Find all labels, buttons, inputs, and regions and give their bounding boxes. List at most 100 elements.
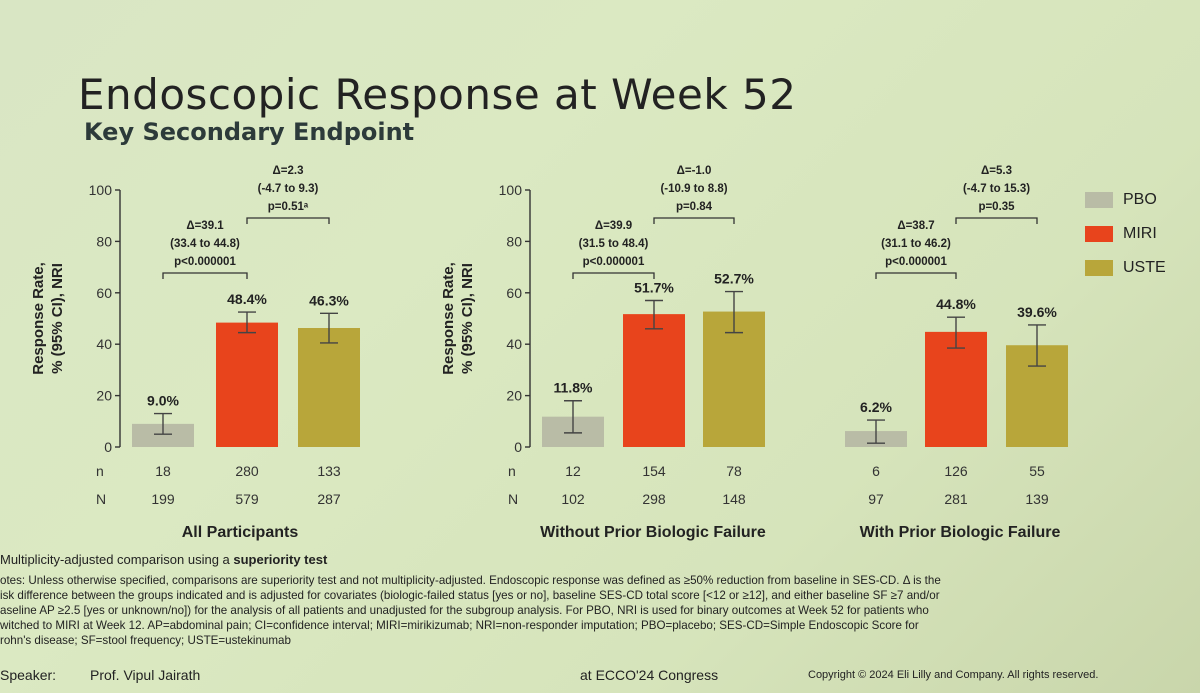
n-value: 280 (235, 463, 259, 479)
comparison-label: (-10.9 to 8.8) (660, 183, 727, 195)
N-value: 97 (868, 491, 884, 507)
bar-uste (703, 311, 765, 447)
comparison-label: (31.1 to 46.2) (881, 238, 951, 250)
comparison-label: Δ=39.9 (595, 220, 632, 232)
comparison-label: (-4.7 to 15.3) (963, 183, 1030, 195)
comparison-label: p=0.84 (676, 201, 713, 213)
n-row-label: n (508, 463, 516, 479)
n-value: 18 (155, 463, 171, 479)
legend-label-uste: USTE (1123, 259, 1166, 276)
data-label: 6.2% (860, 399, 892, 415)
N-row-label: N (96, 491, 106, 507)
N-value: 199 (151, 491, 175, 507)
data-label: 48.4% (227, 291, 267, 307)
chart-title: Without Prior Biologic Failure (540, 524, 766, 541)
comparison-bracket (572, 272, 655, 279)
y-tick-label: 100 (89, 182, 113, 198)
N-row-label: N (508, 491, 518, 507)
footnote-multiplicity-text: Multiplicity-adjusted comparison using a (0, 552, 234, 567)
footnote-line-5: rohn's disease; SF=stool frequency; USTE… (0, 634, 291, 647)
footnote-superiority-test: superiority test (233, 552, 328, 567)
data-label: 39.6% (1017, 304, 1057, 320)
n-value: 12 (565, 463, 581, 479)
y-tick-label: 0 (104, 439, 112, 455)
comparison-label: (-4.7 to 9.3) (258, 183, 319, 195)
data-label: 11.8% (554, 380, 593, 396)
chart-title: With Prior Biologic Failure (860, 524, 1061, 541)
n-value: 126 (944, 463, 968, 479)
slide-footer: Speaker: Prof. Vipul Jairath at ECCO'24 … (0, 663, 1200, 687)
legend-swatch-miri (1085, 226, 1113, 242)
y-tick-label: 80 (96, 233, 112, 249)
legend-label-pbo: PBO (1123, 191, 1157, 208)
comparison-label: Δ=2.3 (273, 165, 304, 177)
footnote-multiplicity: Multiplicity-adjusted comparison using a… (0, 552, 1190, 567)
comparison-bracket (955, 217, 1038, 224)
footnote-line-2: isk difference between the groups indica… (0, 589, 940, 602)
speaker-label: Speaker: (0, 667, 57, 683)
n-value: 133 (317, 463, 341, 479)
y-tick-label: 40 (96, 336, 112, 352)
y-axis-title: Response Rate,% (95% CI), NRI (440, 262, 476, 375)
data-label: 52.7% (714, 271, 754, 287)
n-row-label: n (96, 463, 104, 479)
comparison-bracket (162, 272, 248, 279)
comparison-label: p=0.51ᵃ (268, 201, 309, 213)
legend-item-pbo: PBO (1085, 185, 1195, 215)
N-value: 102 (561, 491, 585, 507)
y-tick-label: 80 (506, 233, 522, 249)
bar-miri (623, 314, 685, 447)
y-tick-label: 100 (499, 182, 523, 198)
bar-miri (925, 331, 987, 447)
N-value: 287 (317, 491, 341, 507)
y-axis-title: Response Rate,% (95% CI), NRI (30, 262, 66, 375)
comparison-label: Δ=39.1 (186, 220, 224, 232)
comparison-label: (31.5 to 48.4) (579, 238, 649, 250)
legend-swatch-pbo (1085, 192, 1113, 208)
n-value: 6 (872, 463, 880, 479)
n-value: 154 (642, 463, 666, 479)
n-value: 55 (1029, 463, 1045, 479)
footnote-line-4: witched to MIRI at Week 12. AP=abdominal… (0, 619, 919, 632)
legend-swatch-uste (1085, 260, 1113, 276)
data-label: 51.7% (634, 280, 674, 296)
n-value: 78 (726, 463, 742, 479)
N-value: 579 (235, 491, 259, 507)
y-tick-label: 20 (96, 388, 112, 404)
comparison-label: p<0.000001 (885, 256, 947, 268)
comparison-bracket (653, 217, 735, 224)
comparison-bracket (246, 217, 330, 224)
chart-legend: PBO MIRI USTE (1085, 185, 1195, 287)
chart-title: All Participants (182, 524, 299, 541)
y-tick-label: 20 (506, 388, 522, 404)
y-tick-label: 60 (96, 285, 112, 301)
N-value: 139 (1025, 491, 1049, 507)
footnote-line-1: otes: Unless otherwise specified, compar… (0, 574, 941, 587)
legend-item-uste: USTE (1085, 253, 1195, 283)
comparison-label: p<0.000001 (583, 256, 645, 268)
speaker-name: Prof. Vipul Jairath (90, 667, 201, 683)
y-tick-label: 60 (506, 285, 522, 301)
data-label: 44.8% (936, 296, 976, 312)
bar-miri (216, 322, 278, 447)
slide-subtitle: Key Secondary Endpoint (84, 118, 415, 146)
bar-uste (298, 328, 360, 447)
legend-label-miri: MIRI (1123, 225, 1157, 242)
comparison-label: Δ=38.7 (897, 220, 934, 232)
footnote-line-3: aseline AP ≥2.5 [yes or unknown/no]) for… (0, 604, 929, 617)
data-label: 46.3% (309, 292, 349, 308)
slide-title: Endoscopic Response at Week 52 (78, 70, 797, 119)
comparison-label: p<0.000001 (174, 256, 236, 268)
congress-label: at ECCO'24 Congress (580, 667, 719, 683)
y-tick-label: 40 (506, 336, 522, 352)
comparison-label: Δ=5.3 (981, 165, 1012, 177)
N-value: 281 (944, 491, 968, 507)
footnotes: Multiplicity-adjusted comparison using a… (0, 552, 1190, 648)
comparison-label: (33.4 to 44.8) (170, 238, 240, 250)
bar-pbo (132, 423, 194, 447)
N-value: 148 (722, 491, 746, 507)
data-label: 9.0% (147, 393, 179, 409)
y-tick-label: 0 (514, 439, 522, 455)
comparison-label: p=0.35 (978, 201, 1015, 213)
